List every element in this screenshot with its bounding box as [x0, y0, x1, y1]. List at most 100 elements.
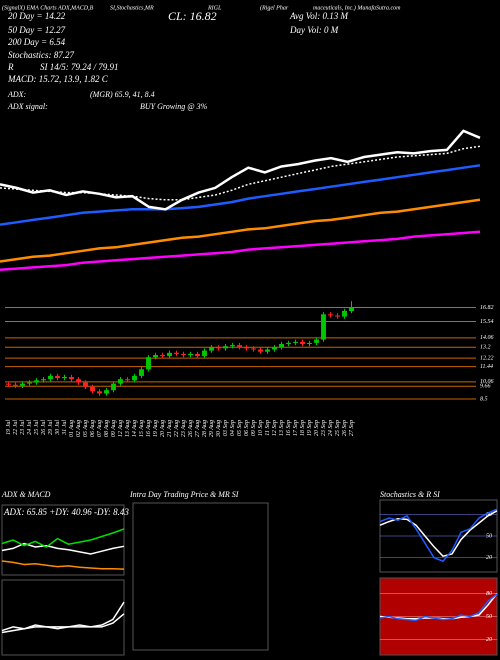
x-tick-label: 05 Aug: [83, 420, 89, 437]
candle-body: [258, 349, 263, 352]
x-tick-label: 25 Jul: [34, 420, 40, 435]
candle-body: [335, 315, 340, 317]
candle-body: [181, 353, 186, 355]
y-tick-label: 10.06: [480, 379, 494, 385]
candle-body: [216, 347, 221, 349]
annotation: SI,Stochastics,MR: [110, 5, 154, 11]
x-tick-label: 19 Sep: [307, 420, 313, 436]
x-tick-label: 11 Sep: [265, 420, 271, 436]
x-tick-label: 21 Aug: [167, 420, 173, 437]
y-tick-label: 80: [486, 591, 492, 597]
x-tick-label: 24 Jul: [26, 420, 33, 435]
candle-body: [125, 379, 130, 381]
series-line: [379, 593, 498, 622]
panel-frame: [1, 579, 125, 656]
annotation: ADX: 65.85 +DY: 40.96 -DY: 8.43: [3, 507, 129, 517]
x-tick-label: 15 Aug: [139, 420, 145, 437]
candle-body: [62, 377, 67, 379]
candle-body: [55, 375, 60, 379]
x-tick-label: 06 Sep: [244, 420, 250, 436]
candle-body: [104, 390, 109, 394]
x-tick-label: 12 Sep: [272, 420, 278, 436]
y-tick-label: 11.44: [480, 363, 493, 370]
y-tick-label: 15.54: [480, 318, 494, 325]
x-tick-label: 04 Sep: [229, 420, 236, 436]
x-tick-label: 14 Aug: [131, 420, 138, 437]
series-line: [1, 560, 125, 570]
candle-body: [265, 349, 270, 352]
candle-body: [314, 339, 319, 343]
x-tick-label: 06 Aug: [90, 420, 96, 437]
x-tick-label: 20 Aug: [160, 420, 166, 437]
x-tick-label: 13 Aug: [125, 420, 131, 437]
candle-body: [328, 314, 333, 316]
candle-body: [349, 307, 354, 311]
candle-body: [300, 341, 305, 344]
x-tick-label: 22 Jul: [13, 420, 19, 435]
x-tick-label: 10 Sep: [258, 420, 264, 436]
candle-body: [272, 347, 277, 350]
y-tick-label: 20: [486, 637, 492, 643]
candle-body: [97, 391, 102, 394]
candle-body: [83, 382, 88, 387]
series-line: [1, 528, 125, 548]
candle-body: [174, 352, 179, 354]
candle-body: [76, 379, 81, 383]
candle-body: [209, 347, 214, 351]
annotation: 50 Day = 12.27: [8, 25, 66, 35]
y-tick-label: 50: [486, 614, 492, 620]
candle-body: [230, 345, 235, 347]
annotation: 20 Day = 14.22: [8, 11, 66, 21]
x-tick-label: 02 Aug: [76, 420, 82, 437]
x-tick-label: 12 Aug: [118, 420, 124, 437]
annotation: SI 14/5: 79.24 / 79.91: [40, 62, 119, 72]
y-tick-label: 50: [486, 533, 492, 539]
candle-body: [20, 383, 25, 386]
annotation: RIGL: [207, 5, 222, 11]
annotation: Day Vol: 0 M: [289, 25, 339, 35]
series-line: [1, 613, 125, 634]
x-tick-label: 24 Sep: [327, 420, 334, 436]
candle-body: [146, 357, 151, 370]
panel-frame: [1, 504, 125, 576]
candle-body: [132, 375, 137, 381]
x-tick-label: 08 Aug: [104, 420, 110, 437]
candle-body: [111, 383, 116, 391]
y-tick-label: 20: [486, 555, 492, 561]
x-tick-label: 30 Jul: [55, 420, 61, 436]
candle-body: [237, 345, 242, 348]
annotation: Avg Vol: 0.13 M: [289, 11, 348, 21]
candle-body: [27, 382, 32, 384]
series-line: [379, 508, 498, 563]
y-tick-label: 12.22: [480, 355, 494, 361]
annotation: ADX:: [7, 90, 27, 99]
candle-body: [118, 379, 123, 384]
candle-body: [6, 383, 11, 385]
candle-body: [13, 384, 18, 386]
x-tick-label: 19 Aug: [153, 420, 159, 437]
y-tick-label: 16.82: [480, 305, 494, 311]
candle-body: [48, 375, 53, 380]
annotation: (SignalX) EMA Charts ADX,MACD,B: [2, 4, 94, 11]
candle-body: [139, 369, 144, 376]
candle-body: [286, 342, 291, 344]
x-tick-label: 25 Sep: [335, 420, 341, 436]
x-tick-label: 26 Aug: [188, 420, 194, 437]
candle-body: [279, 344, 284, 348]
candle-body: [34, 380, 39, 383]
x-tick-label: 26 Sep: [342, 420, 348, 436]
annotation: R: [7, 62, 14, 72]
x-tick-label: 22 Aug: [174, 420, 180, 437]
x-tick-label: 29 Jul: [48, 420, 54, 435]
y-tick-label: 8.5: [480, 396, 488, 402]
series-line: [0, 198, 481, 263]
x-tick-label: 16 Sep: [286, 420, 292, 436]
x-tick-label: 23 Aug: [181, 420, 187, 437]
panel-frame: [132, 502, 269, 651]
candle-body: [251, 348, 256, 350]
annotation: (MGR) 65.9, 41, 8.4: [90, 90, 155, 99]
x-tick-label: 19 Jul: [6, 420, 12, 435]
candle-body: [188, 353, 193, 355]
x-tick-label: 18 Sep: [300, 420, 306, 436]
